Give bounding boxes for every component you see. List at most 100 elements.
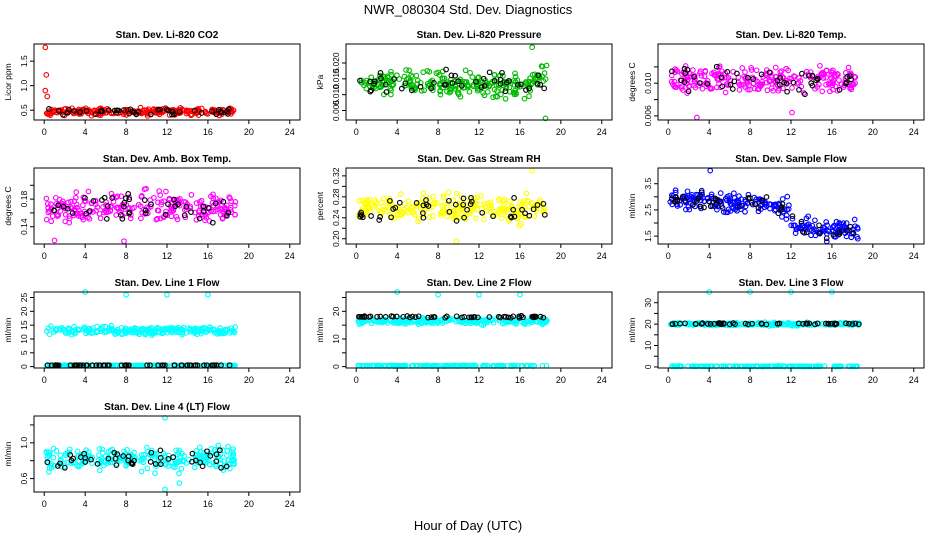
data-point <box>377 70 384 76</box>
y-tick-label: 0.015 <box>331 68 341 90</box>
data-point <box>428 85 434 92</box>
data-point <box>672 363 679 370</box>
panel-5: Stan. Dev. Gas Stream RH percent 0 4 8 12 16 20… <box>315 154 613 261</box>
data-point <box>712 195 719 202</box>
data-point <box>753 196 760 203</box>
data-point <box>672 187 679 194</box>
data-point <box>225 209 232 216</box>
data-point <box>497 314 504 321</box>
data-point <box>794 80 800 87</box>
data-point <box>690 67 696 73</box>
panel-title: Stan. Dev. Li-820 CO2 <box>116 30 219 41</box>
data-point <box>396 76 403 82</box>
data-point <box>42 87 49 94</box>
data-point <box>690 196 697 203</box>
data-point <box>408 84 415 91</box>
data-point <box>446 89 453 96</box>
data-point <box>47 112 54 118</box>
data-point <box>722 74 728 81</box>
data-point <box>224 108 230 115</box>
y-axis-label: Licor ppm <box>3 63 13 100</box>
data-point <box>420 202 427 209</box>
data-point <box>812 321 818 328</box>
data-point <box>537 202 544 208</box>
data-point <box>123 463 129 469</box>
data-point <box>513 320 520 326</box>
data-point <box>838 221 845 228</box>
data-point <box>193 109 199 115</box>
data-point <box>170 111 177 118</box>
data-points <box>668 62 859 121</box>
data-point <box>698 321 705 327</box>
data-point <box>188 191 195 198</box>
data-point <box>441 82 448 88</box>
data-point <box>378 75 384 82</box>
data-points <box>355 289 550 370</box>
data-point <box>225 443 231 450</box>
data-point <box>191 464 198 471</box>
data-point <box>141 186 148 193</box>
data-point <box>800 320 807 327</box>
data-point <box>412 314 419 320</box>
data-point <box>207 327 214 333</box>
data-point <box>72 194 79 201</box>
data-point <box>490 213 496 220</box>
data-point <box>357 77 363 84</box>
data-point <box>829 69 836 76</box>
data-point <box>526 93 532 99</box>
data-point <box>371 197 378 203</box>
data-point <box>163 106 170 113</box>
data-point <box>388 214 394 221</box>
data-point <box>478 84 485 91</box>
data-point <box>164 291 170 298</box>
data-point <box>91 108 98 114</box>
data-point <box>61 205 68 211</box>
data-point <box>698 363 705 370</box>
data-point <box>189 450 196 457</box>
data-point <box>196 444 203 451</box>
data-point <box>400 320 407 327</box>
data-point <box>529 44 536 51</box>
data-point <box>120 453 127 459</box>
data-point <box>729 86 736 92</box>
data-point <box>678 77 685 84</box>
data-point <box>503 208 509 214</box>
y-tick-label: 1.0 <box>19 80 29 92</box>
data-point <box>697 68 704 75</box>
data-point <box>57 208 64 214</box>
data-point <box>770 87 777 94</box>
data-point <box>48 323 54 329</box>
data-point <box>836 77 842 84</box>
data-point <box>113 204 120 211</box>
data-point <box>71 198 78 205</box>
data-point <box>371 78 378 85</box>
data-point <box>731 78 738 85</box>
data-point <box>121 199 128 206</box>
data-point <box>139 325 146 332</box>
data-point <box>114 451 121 457</box>
y-tick-label: 20 <box>643 319 653 329</box>
data-point <box>790 79 797 86</box>
data-point <box>847 363 853 370</box>
data-point <box>779 196 786 202</box>
data-point <box>78 210 84 217</box>
data-point <box>213 458 220 465</box>
data-point <box>460 195 467 202</box>
data-point <box>692 321 699 327</box>
data-point <box>193 216 200 223</box>
data-point <box>764 87 771 94</box>
x-tick-label: 24 <box>909 375 919 385</box>
data-point <box>415 218 421 225</box>
data-point <box>113 109 120 116</box>
data-point <box>85 108 92 114</box>
data-point <box>53 326 60 332</box>
data-point <box>467 206 473 213</box>
x-tick-label: 4 <box>83 375 88 385</box>
x-tick-label: 16 <box>203 127 213 137</box>
data-point <box>55 202 61 209</box>
data-point <box>783 216 790 222</box>
data-point <box>107 204 114 210</box>
data-point <box>46 106 52 112</box>
data-point <box>44 200 51 207</box>
data-point <box>846 320 852 327</box>
